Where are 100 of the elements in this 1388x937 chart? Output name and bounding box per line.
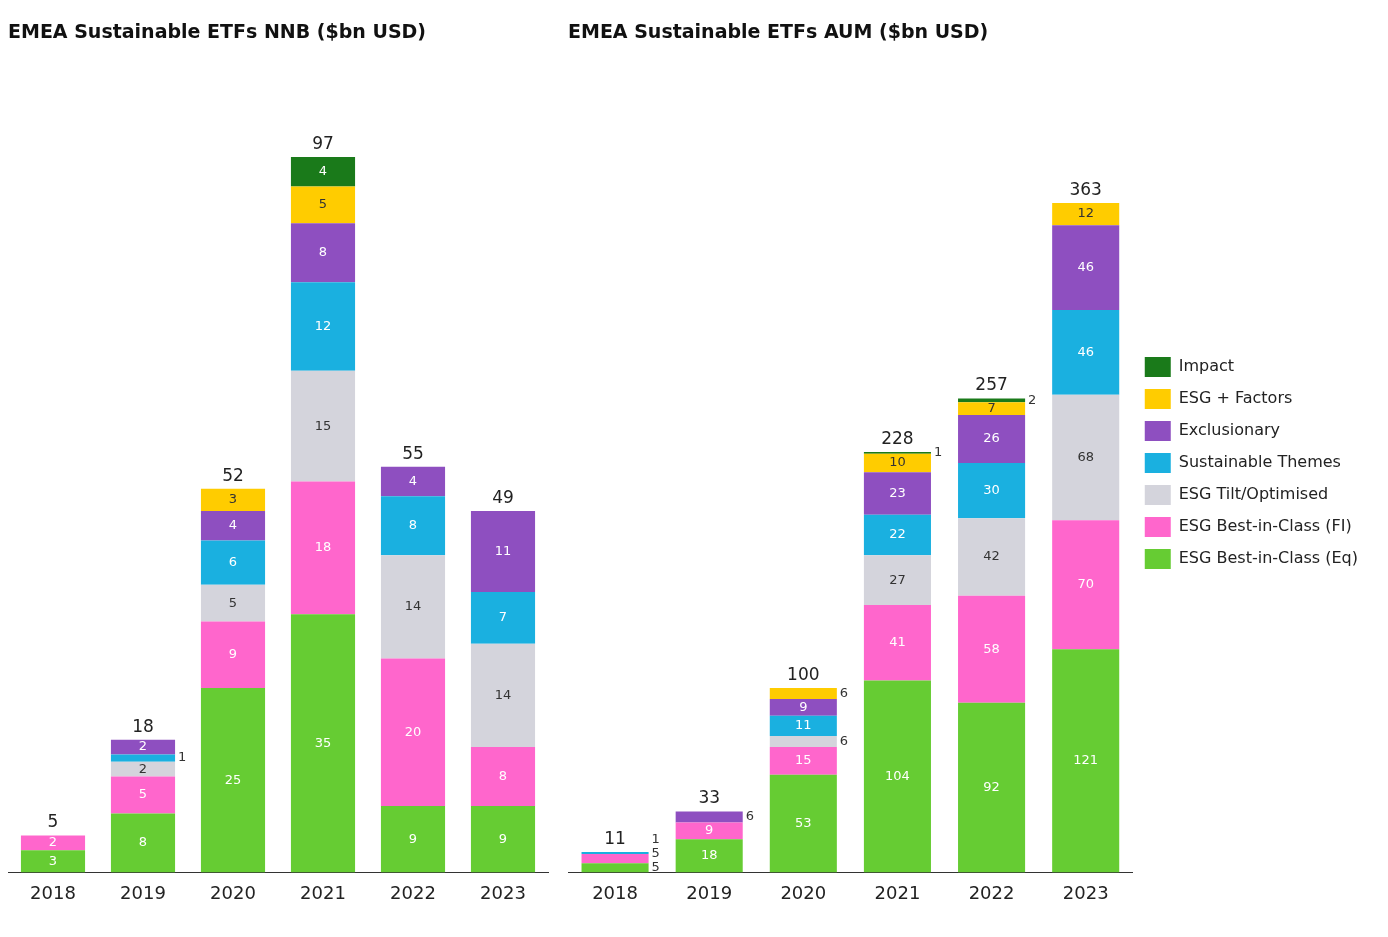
bar [470, 643, 536, 748]
legend-label: Impact [1178, 356, 1235, 376]
data-label: 7 [987, 400, 996, 416]
bar [380, 496, 446, 556]
data-label: 27 [889, 571, 906, 587]
data-label: 35 [314, 734, 332, 750]
data-label: 12 [314, 317, 332, 333]
data-label: 1 [178, 749, 187, 765]
bar [675, 839, 743, 873]
data-label: 9 [799, 698, 808, 714]
data-label: 9 [228, 646, 238, 662]
data-label: 1 [651, 831, 660, 847]
data-label: 2 [1028, 391, 1037, 407]
bar [380, 658, 446, 807]
bar [290, 186, 356, 224]
bar [200, 488, 266, 511]
data-label: 6 [228, 553, 238, 569]
bar [769, 699, 837, 716]
data-label: 20 [404, 723, 422, 739]
data-label: 6 [745, 808, 754, 824]
data-label: 14 [404, 598, 422, 614]
data-label: 2 [138, 738, 148, 754]
data-label: 4 [408, 472, 418, 488]
data-label: 12 [1077, 205, 1094, 221]
legend-label: Sustainable Themes [1178, 452, 1341, 472]
data-label: 9 [408, 830, 418, 846]
bar [290, 481, 356, 615]
bar [769, 715, 837, 736]
data-label: 8 [138, 834, 148, 850]
data-label: 53 [795, 814, 812, 830]
bar [958, 518, 1026, 596]
x-tick-label: 2021 [300, 881, 346, 903]
bar [470, 747, 536, 807]
bar [20, 850, 86, 873]
data-label: 1 [933, 444, 943, 460]
data-label: 7 [498, 609, 508, 625]
bar [200, 584, 266, 622]
data-label: 41 [889, 634, 906, 650]
total-label: 55 [402, 442, 424, 463]
x-tick-label: 2023 [480, 881, 526, 903]
data-label: 5 [138, 786, 148, 802]
bar [769, 774, 837, 873]
bar [290, 282, 356, 371]
bar [1052, 225, 1120, 310]
data-label: 104 [885, 767, 910, 783]
total-label: 11 [604, 828, 626, 849]
bar [769, 688, 837, 700]
data-label: 92 [983, 778, 1000, 794]
x-tick-label: 2023 [1062, 881, 1109, 903]
data-label: 58 [983, 640, 1000, 656]
bar [200, 621, 266, 688]
bar [200, 510, 266, 541]
bar [863, 472, 931, 515]
x-tick-label: 2022 [968, 881, 1015, 903]
data-label: 68 [1077, 448, 1094, 464]
total-label: 97 [312, 132, 334, 153]
data-label: 15 [795, 752, 812, 768]
bar [958, 702, 1026, 873]
bar [958, 398, 1026, 403]
bar [958, 463, 1026, 519]
bar [675, 811, 743, 823]
data-label: 26 [983, 430, 1000, 446]
bar [581, 863, 649, 873]
data-label: 4 [318, 163, 328, 179]
bar [290, 370, 356, 482]
chart-title: EMEA Sustainable ETFs NNB ($bn USD) [8, 20, 427, 43]
bar [958, 415, 1026, 464]
data-label: 5 [228, 594, 238, 610]
x-tick-label: 2020 [210, 881, 256, 903]
data-label: 2 [138, 760, 148, 776]
bar [380, 806, 446, 873]
data-label: 15 [314, 417, 332, 433]
bar [863, 605, 931, 681]
x-tick-label: 2019 [686, 881, 733, 903]
data-label: 22 [889, 526, 906, 542]
bar [200, 688, 266, 873]
x-tick-label: 2019 [120, 881, 166, 903]
data-label: 46 [1077, 343, 1094, 359]
total-label: 100 [787, 663, 820, 684]
legend-label: ESG Tilt/Optimised [1178, 484, 1329, 504]
data-label: 3 [48, 852, 58, 868]
bar [20, 835, 86, 851]
bar [470, 806, 536, 873]
x-tick-label: 2021 [874, 881, 921, 903]
data-label: 6 [839, 732, 849, 748]
data-label: 11 [494, 542, 512, 558]
data-label: 30 [983, 482, 1000, 498]
data-label: 10 [889, 454, 906, 470]
data-label: 70 [1077, 576, 1094, 592]
total-label: 5 [47, 811, 59, 832]
data-label: 121 [1073, 752, 1099, 768]
data-label: 42 [983, 548, 1000, 564]
bar [110, 739, 176, 755]
bar [110, 754, 176, 762]
legend-label: ESG + Factors [1178, 388, 1293, 408]
legend-label: ESG Best-in-Class (FI) [1178, 516, 1352, 536]
data-label: 23 [889, 484, 906, 500]
data-label: 5 [651, 845, 660, 861]
bar [769, 735, 837, 748]
bar [380, 555, 446, 659]
